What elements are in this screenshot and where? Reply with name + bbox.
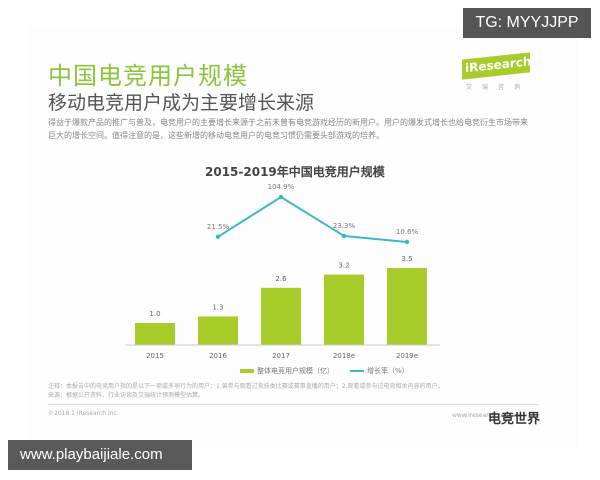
growth-value-label: 10.6% [396, 228, 419, 236]
x-tick-label: 2018e [333, 352, 355, 360]
bar-value-label: 2.6 [275, 275, 287, 283]
page-title: 中国电竞用户规模 [48, 62, 248, 90]
logo-subtitle: 艾瑞咨询 [466, 84, 531, 91]
bar [324, 274, 364, 345]
footnote: 注释：本报告中的电竞用户指的是以下一项或多项行为的用户：1.曾参与观看过竞技类比… [48, 382, 538, 400]
growth-line [217, 195, 408, 243]
footer-divider [48, 404, 538, 405]
legend-line: 增长率（%） [350, 366, 409, 376]
bar [198, 316, 238, 345]
growth-point [341, 233, 347, 239]
description-text: 得益于爆款产品的推广与普及，电竞用户的主要增长来源于之前未曾有电竞游戏经历的新用… [48, 118, 528, 140]
watermark-url: www.iresearch.com.cn [452, 412, 520, 419]
growth-point [278, 194, 284, 200]
tg-overlay-badge: TG: MYYJJPP [463, 8, 591, 38]
bar-value-label: 1.3 [212, 303, 223, 311]
legend-bar-swatch-icon [240, 369, 254, 373]
watermark-brand: 电竞世界 [488, 412, 541, 427]
growth-point [215, 234, 221, 239]
chart-title: 2015-2019年中国电竞用户规模 [205, 165, 385, 179]
x-tick-label: 2017 [272, 352, 290, 360]
x-tick-label: 2016 [209, 352, 227, 360]
site-overlay-badge: www.playbaijiale.com [8, 440, 192, 470]
note-text: 注释：本报告中的电竞用户指的是以下一项或多项行为的用户：1.曾参与观看过竞技类比… [48, 383, 444, 390]
growth-points: 21.5% 104.9% 23.3% 10.6% [207, 183, 419, 245]
bar [387, 268, 427, 345]
bar [135, 323, 175, 345]
bar-value-label: 3.5 [401, 255, 412, 263]
slide-background [28, 28, 578, 448]
x-axis-labels: 2015 2016 2017 2018e 2019e [146, 352, 418, 360]
bar [261, 287, 301, 345]
legend-bar: 整体电竞用户规模（亿） [240, 366, 334, 376]
growth-point [404, 239, 410, 245]
page-subtitle: 移动电竞用户成为主要增长来源 [48, 92, 315, 114]
bar-value-label: 3.2 [338, 262, 349, 270]
chart-legend: 整体电竞用户规模（亿） 增长率（%） [240, 366, 409, 376]
legend-line-swatch-icon [350, 370, 364, 372]
growth-value-label: 21.5% [207, 223, 230, 231]
source-text: 来源：根据公开资料、行业访谈及艾瑞统计预测模型估算。 [48, 392, 205, 399]
bar-value-label: 1.0 [149, 310, 160, 318]
growth-value-label: 104.9% [268, 183, 295, 191]
x-tick-label: 2015 [146, 352, 164, 360]
x-tick-label: 2019e [396, 352, 418, 360]
growth-value-label: 23.3% [333, 222, 356, 230]
copyright: ©2018.1 iResearch Inc. [48, 410, 119, 417]
bar-series: 1.0 1.3 2.6 3.2 3.5 [135, 255, 427, 345]
